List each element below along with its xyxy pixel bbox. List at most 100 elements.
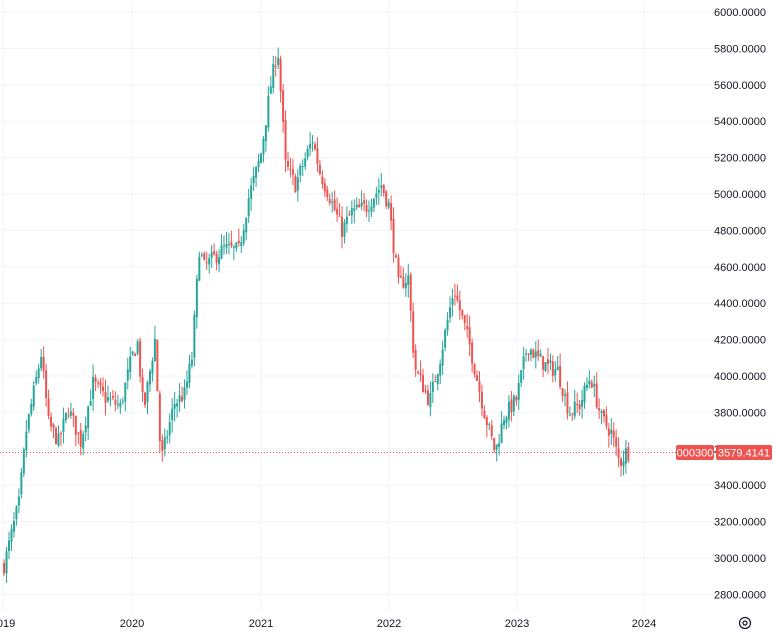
y-tick-label: 6000.0000 xyxy=(714,7,766,19)
candle-body xyxy=(124,382,127,402)
candle-body xyxy=(505,417,508,423)
candle-body xyxy=(242,229,245,244)
candle-body xyxy=(5,551,8,574)
candle-body xyxy=(42,357,45,371)
candle-body xyxy=(240,242,243,246)
candle-body xyxy=(331,201,334,203)
x-tick-label: 2023 xyxy=(505,618,529,630)
candle-body xyxy=(585,384,588,388)
candle-body xyxy=(387,202,390,208)
candle-body xyxy=(32,385,35,407)
candle-body xyxy=(316,148,319,164)
y-tick-label: 3200.0000 xyxy=(714,517,766,529)
candle-body xyxy=(537,350,540,356)
candle-body xyxy=(539,354,542,357)
candle-body xyxy=(45,370,48,399)
candle-body xyxy=(607,428,610,436)
candle-body xyxy=(215,253,218,263)
candle-body xyxy=(79,430,82,447)
candle-body xyxy=(230,241,233,246)
candle-body xyxy=(522,356,525,370)
candle-body xyxy=(72,412,75,416)
candle-body xyxy=(301,166,304,168)
candle-body xyxy=(380,185,383,188)
candle-body xyxy=(30,404,33,415)
candle-body xyxy=(561,388,564,397)
y-tick-label: 4600.0000 xyxy=(714,262,766,274)
candle-body xyxy=(35,376,38,384)
candle-body xyxy=(370,206,373,212)
time-axis-labels: 2019 2020 2021 2022 2023 2024 xyxy=(0,618,656,630)
candle-body xyxy=(146,382,149,403)
candle-body xyxy=(488,424,491,426)
candle-body xyxy=(419,373,422,376)
candle-body xyxy=(500,423,503,443)
candle-body xyxy=(404,283,407,289)
candle-body xyxy=(119,402,122,408)
candle-body xyxy=(296,177,299,191)
candle-body xyxy=(267,95,270,128)
candle-body xyxy=(573,401,576,417)
candle-body xyxy=(10,529,13,542)
candle-body xyxy=(498,443,501,447)
candle-body xyxy=(25,431,28,451)
y-tick-label: 4800.0000 xyxy=(714,225,766,237)
candle-body xyxy=(291,169,294,175)
candle-body xyxy=(136,341,139,354)
candle-body xyxy=(20,472,23,495)
candle-body xyxy=(87,406,90,429)
candle-body xyxy=(8,540,11,551)
candle-body xyxy=(517,382,520,400)
candle-body xyxy=(617,448,620,459)
candle-body xyxy=(237,240,240,244)
y-tick-label: 4200.0000 xyxy=(714,335,766,347)
y-tick-label: 3800.0000 xyxy=(714,407,766,419)
candle-body xyxy=(328,198,331,204)
candle-body xyxy=(360,202,363,207)
candle-body xyxy=(441,349,444,366)
candle-body xyxy=(218,257,221,265)
candle-body xyxy=(615,437,618,447)
candle-body xyxy=(287,160,290,167)
candle-body xyxy=(294,176,297,193)
candle-body xyxy=(414,350,417,370)
candle-body xyxy=(461,309,464,316)
candle-body xyxy=(593,384,596,387)
candle-body xyxy=(588,380,591,385)
gear-icon[interactable] xyxy=(738,616,752,630)
candle-body xyxy=(279,58,282,92)
candle-body xyxy=(62,418,65,432)
candle-body xyxy=(399,275,402,278)
candle-body xyxy=(503,420,506,426)
candle-body xyxy=(542,356,545,370)
candle-body xyxy=(581,399,584,407)
symbol-label: 000300 xyxy=(677,448,714,460)
candle-body xyxy=(200,254,203,256)
candle-body xyxy=(40,356,43,369)
y-tick-label: 2800.0000 xyxy=(714,589,766,601)
y-tick-label: 5200.0000 xyxy=(714,153,766,165)
candle-body xyxy=(566,392,569,414)
candle-body xyxy=(289,168,292,170)
x-tick-label: 2024 xyxy=(632,618,656,630)
time-axis[interactable] xyxy=(0,612,716,636)
candle-body xyxy=(321,176,324,185)
price-axis[interactable] xyxy=(716,0,773,612)
candle-body xyxy=(97,382,100,384)
candle-body xyxy=(59,432,62,435)
candle-body xyxy=(183,387,186,400)
candle-body xyxy=(449,307,452,318)
candle-body xyxy=(193,314,196,358)
candle-body xyxy=(453,295,456,297)
candle-body xyxy=(64,412,67,421)
candle-body xyxy=(235,242,238,249)
candle-body xyxy=(434,381,437,383)
candle-body xyxy=(195,278,198,317)
candle-body xyxy=(409,274,412,311)
candle-body xyxy=(559,365,562,387)
candle-series xyxy=(3,47,630,583)
candle-body xyxy=(551,361,554,376)
candle-body xyxy=(284,120,287,160)
candle-body xyxy=(3,562,6,574)
